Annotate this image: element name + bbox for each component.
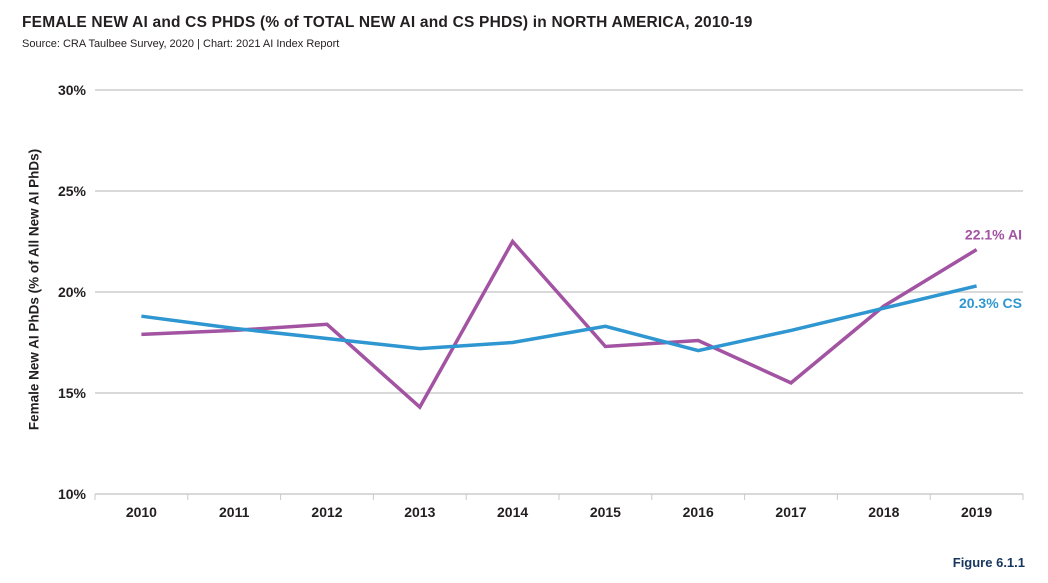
ai-series-line bbox=[141, 238, 978, 410]
figure-number-label: Figure 6.1.1 bbox=[952, 555, 1025, 570]
ai-end-label: 22.1% AI bbox=[965, 227, 1022, 243]
y-tick-label-15: 15% bbox=[58, 385, 87, 401]
x-tick-label-2012: 2012 bbox=[311, 504, 342, 520]
y-tick-label-30: 30% bbox=[58, 82, 87, 98]
x-tick-label-2018: 2018 bbox=[868, 504, 899, 520]
cs-series-line bbox=[141, 284, 978, 353]
x-tick-label-2017: 2017 bbox=[775, 504, 806, 520]
y-tick-label-10: 10% bbox=[58, 486, 87, 502]
x-tick-label-2016: 2016 bbox=[683, 504, 714, 520]
x-tick-label-2010: 2010 bbox=[126, 504, 157, 520]
x-tick-label-2011: 2011 bbox=[219, 504, 250, 520]
x-tick-label-2015: 2015 bbox=[590, 504, 621, 520]
x-tick-label-2019: 2019 bbox=[961, 504, 992, 520]
cs-end-label: 20.3% CS bbox=[959, 295, 1022, 311]
chart-source-line: Source: CRA Taulbee Survey, 2020 | Chart… bbox=[22, 38, 340, 50]
y-tick-label-25: 25% bbox=[58, 183, 87, 199]
x-tick-label-2013: 2013 bbox=[404, 504, 435, 520]
y-tick-label-20: 20% bbox=[58, 284, 87, 300]
chart-title: FEMALE NEW AI and CS PHDS (% of TOTAL NE… bbox=[22, 14, 753, 31]
x-tick-label-2014: 2014 bbox=[497, 504, 528, 520]
